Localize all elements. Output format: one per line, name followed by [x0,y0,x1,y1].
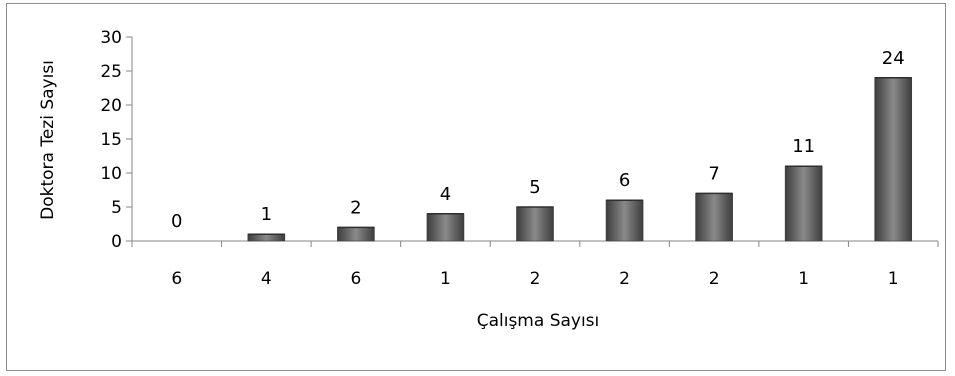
x-tick-label: 2 [709,269,720,289]
x-tick-label: 6 [171,269,182,289]
bar [784,165,823,242]
data-label: 7 [708,163,719,184]
data-label: 4 [440,184,451,205]
bar [605,199,644,242]
x-tick-label: 2 [530,269,541,289]
data-label: 2 [350,197,361,218]
data-label: 24 [882,48,905,69]
y-tick-label: 25 [100,62,122,82]
bar [247,233,286,242]
data-label: 6 [619,170,630,191]
data-label: 5 [529,177,540,198]
x-axis-title: Çalışma Sayısı [477,311,600,331]
y-tick-label: 30 [100,28,122,48]
x-tick-label: 1 [798,269,809,289]
bar [695,193,733,242]
data-label: 1 [261,204,272,225]
x-tick-label: 4 [261,269,272,289]
x-tick-label: 1 [888,269,899,289]
x-tick-label: 6 [350,269,361,289]
y-axis-title: Doktora Tezi Sayısı [38,60,58,220]
bar [426,213,465,242]
bar [516,206,554,242]
x-tick-label: 2 [619,269,630,289]
y-tick-label: 5 [111,198,122,218]
bar [337,227,375,242]
data-label: 11 [792,136,815,157]
y-tick-label: 0 [111,232,122,252]
x-tick-label: 1 [440,269,451,289]
y-tick-label: 15 [100,130,122,150]
y-tick-label: 10 [100,164,122,184]
data-label: 0 [171,211,182,232]
y-tick-label: 20 [100,96,122,116]
bar [874,77,913,242]
